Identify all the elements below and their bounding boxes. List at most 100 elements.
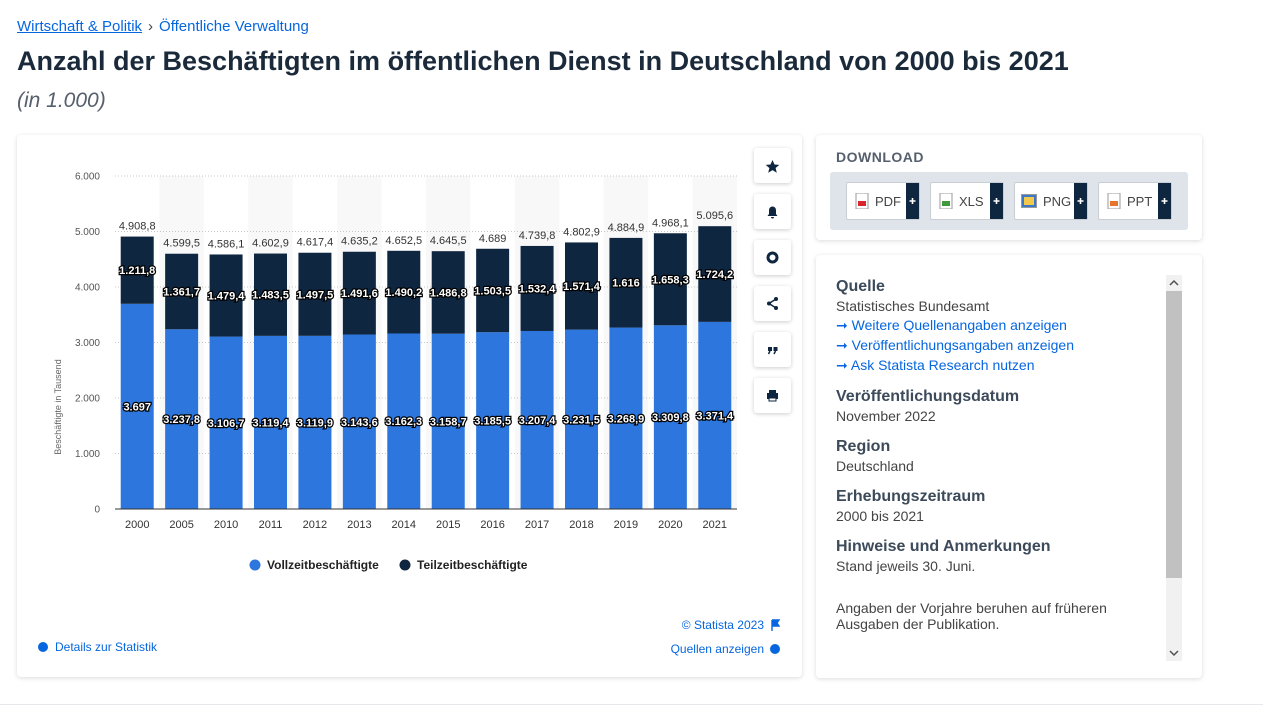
value-label: 3.237,8 bbox=[163, 414, 200, 426]
legend-label: Vollzeitbeschäftigte bbox=[267, 558, 379, 572]
info-heading: Quelle bbox=[836, 278, 885, 295]
print-button[interactable] bbox=[754, 378, 791, 413]
total-label: 4.617,4 bbox=[297, 237, 334, 249]
divider bbox=[0, 704, 1263, 705]
x-tick-label: 2013 bbox=[347, 519, 371, 531]
bar-segment bbox=[476, 248, 510, 333]
sources-link[interactable]: Quellen anzeigen bbox=[671, 642, 764, 656]
total-label: 4.908,8 bbox=[119, 221, 156, 233]
total-label: 4.739,8 bbox=[519, 230, 556, 242]
bar-segment bbox=[609, 327, 643, 509]
info-card: Quelle Statistisches Bundesamt ➞ Weitere… bbox=[816, 255, 1202, 678]
info-icon bbox=[770, 644, 780, 654]
download-card: DOWNLOAD PDF XLS PNG PPT bbox=[816, 135, 1202, 240]
cite-button[interactable] bbox=[754, 332, 791, 367]
value-label: 3.162,3 bbox=[385, 416, 422, 428]
value-label: 3.207,4 bbox=[519, 415, 557, 427]
info-text: Deutschland bbox=[836, 458, 914, 474]
download-button[interactable]: PDF bbox=[846, 182, 920, 220]
info-icon bbox=[38, 642, 48, 652]
chart-card: Beschäftigte in Tausend © Statista 2023 … bbox=[17, 135, 802, 677]
flag-icon[interactable] bbox=[771, 619, 781, 631]
info-heading: Erhebungszeitraum bbox=[836, 488, 986, 505]
info-link[interactable]: ➞ Weitere Quellenangaben anzeigen bbox=[836, 317, 1067, 333]
info-text: 2000 bis 2021 bbox=[836, 508, 924, 524]
chart: Beschäftigte in Tausend © Statista 2023 … bbox=[38, 172, 781, 656]
total-label: 4.689 bbox=[479, 233, 507, 245]
total-label: 4.884,9 bbox=[608, 222, 645, 234]
download-label: PPT bbox=[1127, 194, 1153, 209]
x-tick-label: 2017 bbox=[525, 519, 549, 531]
y-axis-label: Beschäftigte in Tausend bbox=[53, 359, 63, 454]
credit[interactable]: © Statista 2023 bbox=[682, 618, 765, 632]
download-button[interactable]: XLS bbox=[930, 182, 1004, 220]
info-text: November 2022 bbox=[836, 408, 936, 424]
favorite-button[interactable] bbox=[754, 148, 791, 183]
value-label: 3.119,4 bbox=[252, 417, 289, 429]
settings-button[interactable] bbox=[754, 240, 791, 275]
breadcrumb-item[interactable]: Öffentliche Verwaltung bbox=[159, 18, 309, 35]
total-label: 4.635,2 bbox=[341, 236, 378, 248]
value-label: 3.697 bbox=[123, 401, 151, 413]
value-label: 1.486,8 bbox=[430, 287, 467, 299]
download-button[interactable]: PNG bbox=[1014, 182, 1088, 220]
x-tick-label: 2018 bbox=[569, 519, 593, 531]
value-label: 1.361,7 bbox=[163, 287, 200, 299]
info-link[interactable]: ➞ Veröffentlichungsangaben anzeigen bbox=[836, 337, 1074, 353]
scrollbar[interactable] bbox=[1166, 275, 1182, 661]
value-label: 3.143,6 bbox=[341, 417, 378, 429]
x-tick-label: 2011 bbox=[259, 519, 283, 531]
page-subtitle: (in 1.000) bbox=[17, 89, 106, 112]
value-label: 1.483,5 bbox=[252, 290, 289, 302]
value-label: 1.658,3 bbox=[652, 274, 689, 286]
bar-segment bbox=[476, 332, 510, 509]
value-label: 3.309,8 bbox=[652, 412, 689, 424]
x-tick-label: 2015 bbox=[436, 519, 460, 531]
download-button[interactable]: PPT bbox=[1098, 182, 1172, 220]
value-label: 3.268,9 bbox=[608, 413, 645, 425]
legend-label: Teilzeitbeschäftigte bbox=[417, 558, 528, 572]
x-tick-label: 2020 bbox=[658, 519, 682, 531]
x-tick-label: 2019 bbox=[614, 519, 638, 531]
info-heading: Region bbox=[836, 438, 891, 455]
info-heading: Veröffentlichungsdatum bbox=[836, 388, 1020, 405]
share-button[interactable] bbox=[754, 286, 791, 321]
y-tick-label: 4.000 bbox=[75, 283, 100, 294]
bar-segment bbox=[698, 321, 732, 509]
legend-marker bbox=[249, 559, 261, 571]
value-label: 3.119,9 bbox=[297, 417, 333, 429]
total-label: 5.095,6 bbox=[696, 210, 733, 222]
total-label: 4.586,1 bbox=[208, 238, 245, 250]
bar-segment bbox=[120, 236, 154, 304]
bar-segment bbox=[342, 251, 376, 335]
value-label: 1.532,4 bbox=[519, 283, 557, 295]
bar-segment bbox=[431, 333, 465, 509]
total-label: 4.652,5 bbox=[385, 235, 422, 247]
info-text: Stand jeweils 30. Juni. bbox=[836, 558, 976, 574]
bar-segment bbox=[653, 325, 687, 509]
y-tick-label: 1.000 bbox=[75, 449, 100, 460]
value-label: 1.490,2 bbox=[385, 287, 422, 299]
bar-segment bbox=[165, 253, 199, 330]
download-bar: PDF XLS PNG PPT bbox=[830, 172, 1188, 230]
bar-segment bbox=[254, 253, 287, 336]
download-title: DOWNLOAD bbox=[836, 149, 924, 165]
value-label: 1.571,4 bbox=[563, 281, 601, 293]
breadcrumb-separator: › bbox=[148, 18, 154, 35]
value-label: 3.231,5 bbox=[563, 414, 600, 426]
value-label: 3.371,4 bbox=[696, 410, 734, 422]
info-text: Statistisches Bundesamt bbox=[836, 298, 990, 314]
bar-segment bbox=[520, 330, 554, 509]
y-tick-label: 2.000 bbox=[75, 394, 100, 405]
bar-segment bbox=[165, 329, 199, 509]
details-link[interactable]: Details zur Statistik bbox=[55, 640, 158, 654]
breadcrumb-link[interactable]: Wirtschaft & Politik bbox=[17, 18, 143, 35]
bar-segment bbox=[298, 335, 332, 509]
alert-button[interactable] bbox=[754, 194, 791, 229]
value-label: 1.211,8 bbox=[119, 265, 155, 277]
scrollbar-thumb[interactable] bbox=[1166, 291, 1182, 578]
y-tick-label: 6.000 bbox=[75, 172, 100, 183]
info-link[interactable]: ➞ Ask Statista Research nutzen bbox=[836, 357, 1035, 373]
x-tick-label: 2014 bbox=[392, 519, 416, 531]
